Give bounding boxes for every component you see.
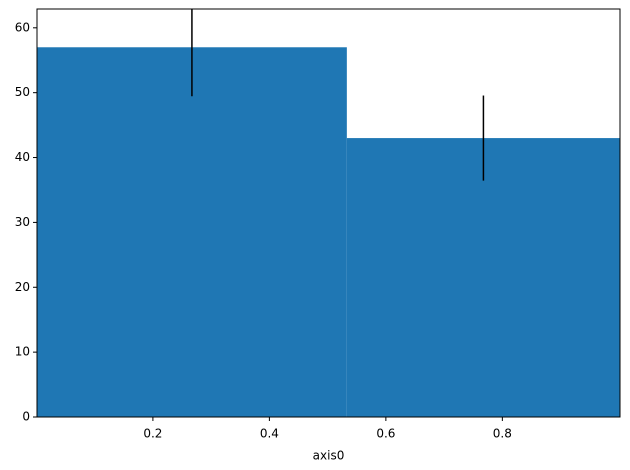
x-tick-label: 0.4 [260,427,279,441]
y-tick-label: 10 [15,345,30,359]
y-tick-label: 60 [15,20,30,34]
bar [37,47,347,417]
y-tick-label: 0 [22,410,30,424]
axes-frame [36,8,621,418]
x-tick-label: 0.6 [376,427,395,441]
y-tick-label: 40 [15,150,30,164]
plot-area [37,9,620,417]
x-tick-label: 0.2 [143,427,162,441]
y-tick-label: 50 [15,85,30,99]
y-tick-label: 30 [15,215,30,229]
y-tick-label: 20 [15,280,30,294]
x-tick-label: 0.8 [493,427,512,441]
bar [346,138,620,417]
x-axis-label: axis0 [313,449,345,463]
